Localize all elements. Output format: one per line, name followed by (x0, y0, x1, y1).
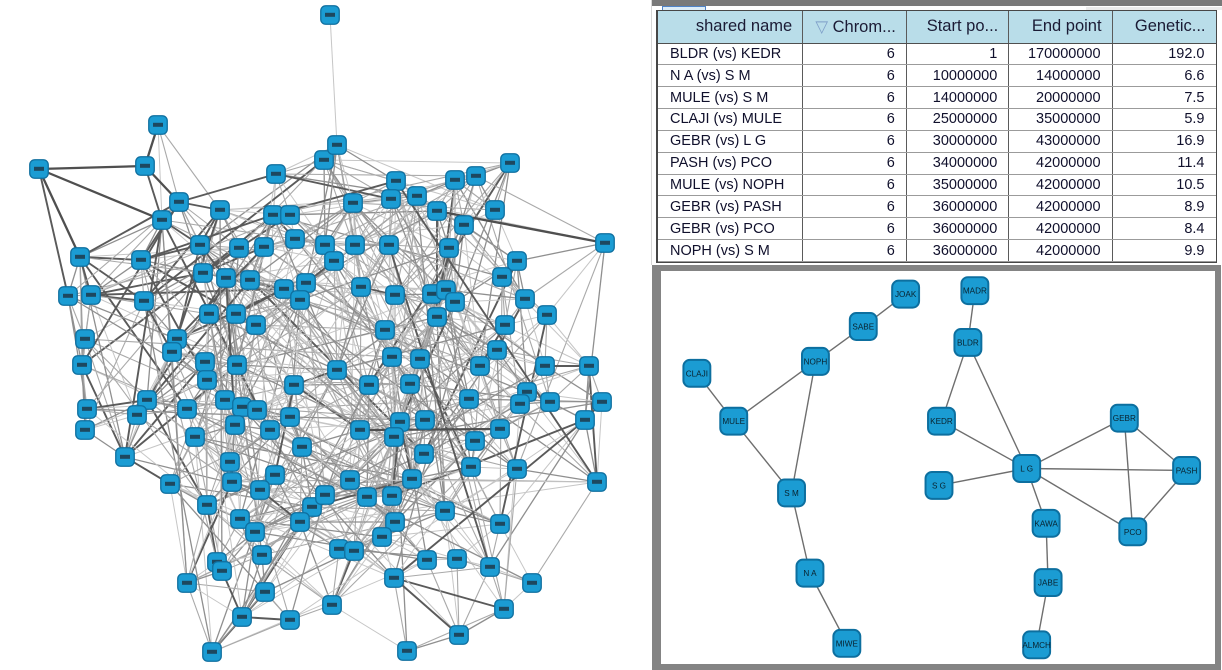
svg-text:L G: L G (1020, 464, 1033, 473)
svg-text:JABE: JABE (1038, 579, 1059, 588)
svg-text:JOAK: JOAK (895, 290, 917, 299)
svg-text:GEBR: GEBR (1113, 414, 1136, 423)
svg-text:NOPH: NOPH (804, 357, 828, 366)
svg-text:CLAJI: CLAJI (686, 369, 708, 378)
svg-text:S M: S M (784, 489, 799, 498)
svg-text:BLDR: BLDR (957, 338, 979, 347)
svg-text:PCO: PCO (1124, 528, 1142, 537)
svg-text:MIWE: MIWE (836, 639, 859, 648)
svg-text:PASH: PASH (1176, 466, 1198, 475)
svg-text:KEDR: KEDR (930, 417, 953, 426)
svg-text:ALMCH: ALMCH (1022, 641, 1051, 650)
svg-text:S G: S G (932, 481, 946, 490)
svg-text:MADR: MADR (963, 287, 987, 296)
svg-text:N A: N A (803, 569, 817, 578)
svg-text:KAWA: KAWA (1034, 519, 1058, 528)
svg-text:MULE: MULE (722, 417, 745, 426)
svg-text:SABE: SABE (852, 322, 874, 331)
